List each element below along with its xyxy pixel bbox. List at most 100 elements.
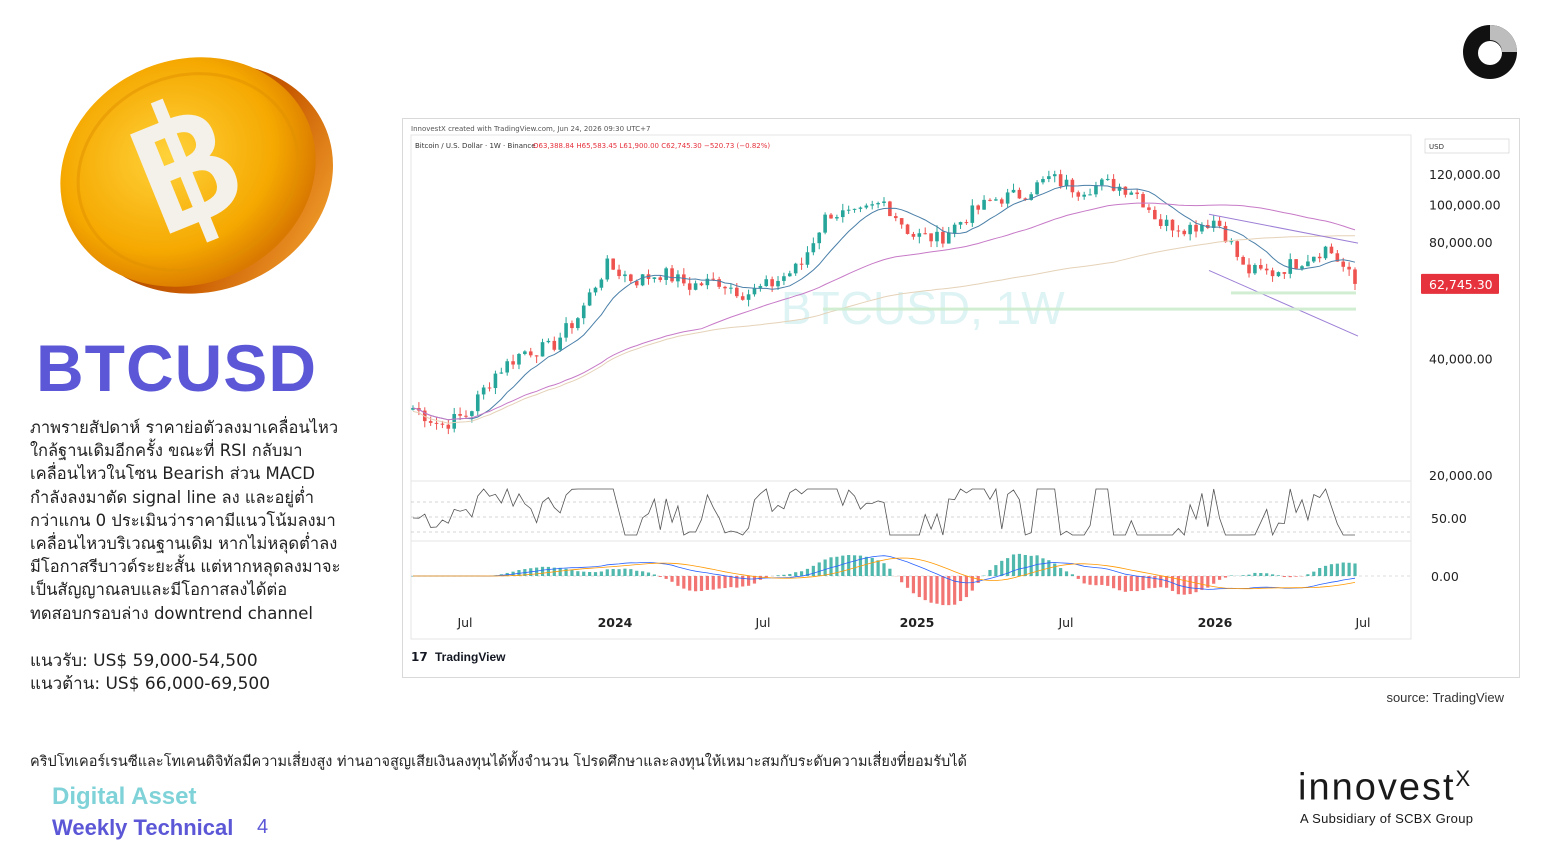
macd-histogram-bar (935, 576, 939, 604)
candle-body (1111, 178, 1116, 191)
candle-body (923, 233, 928, 235)
description-line: ทดสอบกรอบล่าง downtrend channel (30, 603, 313, 623)
candle-body (1064, 179, 1069, 187)
candle-body (740, 296, 745, 300)
candle-body (1147, 207, 1151, 210)
candle-body (558, 337, 562, 350)
candle-body (988, 199, 992, 201)
candle-body (1076, 192, 1081, 197)
macd-histogram-bar (1217, 576, 1222, 580)
macd-histogram-bar (1282, 576, 1286, 578)
candle-body (564, 323, 568, 338)
candle-body (452, 413, 457, 429)
description-line: ภาพรายสัปดาห์ ราคาย่อตัวลงมาเคลื่อนไหว (30, 418, 339, 437)
candle-body (1282, 272, 1287, 274)
candle-body (935, 231, 939, 242)
candle-body (1211, 220, 1216, 228)
candle-body (1229, 241, 1234, 243)
macd-histogram-bar (1318, 568, 1322, 576)
macd-histogram-bar (1141, 576, 1145, 591)
macd-histogram-bar (1035, 555, 1039, 576)
candle-body (470, 411, 474, 416)
macd-histogram-bar (882, 563, 886, 576)
candle-body (1247, 264, 1251, 274)
candle-body (546, 340, 551, 343)
macd-histogram-bar (1082, 576, 1086, 584)
macd-histogram-bar (1188, 576, 1192, 595)
candle-body (1311, 256, 1316, 262)
candle-body (464, 415, 468, 417)
macd-histogram-bar (652, 574, 656, 576)
macd-histogram-bar (570, 569, 574, 576)
candle-body (1123, 186, 1128, 195)
macd-histogram-bar (917, 576, 921, 598)
price-axis-label: 100,000.00 (1429, 198, 1501, 213)
candle-body (964, 222, 969, 224)
candle-body (823, 214, 827, 233)
risk-disclaimer: คริปโทเคอร์เรนซีและโทเคนดิจิทัลมีความเสี… (30, 754, 967, 770)
candle-body (1088, 194, 1092, 196)
candle-body (611, 258, 615, 270)
macd-histogram-bar (764, 576, 768, 578)
chart-ohlc-line: O63,388.84 H65,583.45 L61,900.00 C62,745… (533, 142, 770, 150)
candle-body (999, 199, 1004, 204)
description-line: ใกล้ฐานเดิมอีกครั้ง ขณะที่ RSI กลับมา (30, 441, 303, 461)
macd-histogram-bar (1017, 553, 1022, 576)
macd-histogram-bar (923, 576, 927, 601)
candle-body (623, 274, 627, 277)
candle-body (917, 233, 922, 237)
macd-histogram-bar (735, 576, 739, 588)
macd-histogram-bar (994, 565, 998, 576)
candle-body (911, 233, 916, 237)
macd-histogram-bar (741, 576, 745, 587)
candle-body (1223, 225, 1228, 243)
candle-body (729, 287, 733, 289)
macd-histogram-bar (1347, 562, 1351, 576)
time-axis: Jul 2024 Jul 2025 Jul 2026 Jul (456, 615, 1370, 630)
candle-body (840, 210, 845, 218)
candle-body (1270, 270, 1275, 277)
ma-medium-line (412, 202, 1356, 421)
candle-body (970, 205, 975, 223)
macd-histogram-bar (1070, 574, 1074, 576)
candle-body (1276, 272, 1281, 277)
macd-histogram-bar (852, 555, 857, 576)
description-line: กว่าแกน 0 ประเมินว่าราคามีแนวโน้มลงมา (30, 510, 336, 530)
candle-body (593, 287, 598, 293)
candle-body (835, 217, 839, 219)
description-line: เคลื่อนไหวในโซน Bearish ส่วน MACD (30, 464, 315, 484)
candle-body (1176, 230, 1181, 232)
candle-body (664, 268, 668, 280)
macd-histogram-bar (1259, 573, 1263, 576)
macd-histogram-bar (817, 562, 821, 576)
candle-body (717, 279, 721, 287)
macd-line (413, 555, 1356, 590)
macd-histogram-bar (1123, 576, 1127, 592)
candle-body (1041, 179, 1045, 183)
candle-body (1182, 230, 1187, 235)
candle-body (1105, 178, 1110, 180)
macd-histogram-bar (1329, 564, 1334, 576)
chart-canvas: InnovestX created with TradingView.com, … (410, 125, 1510, 664)
macd-histogram-bar (1006, 558, 1010, 576)
description-line: มีโอกาสรีบาวด์ระยะสั้น แต่หากหลุดลงมาจะ (30, 557, 341, 577)
candle-body (1288, 259, 1293, 274)
macd-histogram-bar (588, 571, 592, 576)
key-levels: แนวรับ: US$ 59,000-54,500 แนวต้าน: US$ 6… (30, 650, 270, 696)
candle-body (1011, 189, 1016, 193)
macd-histogram-bar (658, 576, 662, 577)
macd-histogram-bar (841, 555, 845, 576)
candle-body (1153, 209, 1157, 220)
candle-body (929, 233, 933, 242)
macd-histogram-bar (1023, 554, 1027, 576)
macd-histogram-bar (564, 568, 568, 576)
macd-histogram-bar (794, 572, 798, 576)
macd-histogram-bar (847, 555, 851, 576)
candle-body (799, 263, 804, 265)
macd-histogram-bar (1294, 576, 1298, 577)
macd-histogram-bar (805, 568, 810, 576)
candle-body (699, 283, 704, 286)
ma-short-line (412, 184, 1356, 421)
macd-histogram-bar (1000, 560, 1004, 576)
candle-body (1353, 269, 1357, 284)
